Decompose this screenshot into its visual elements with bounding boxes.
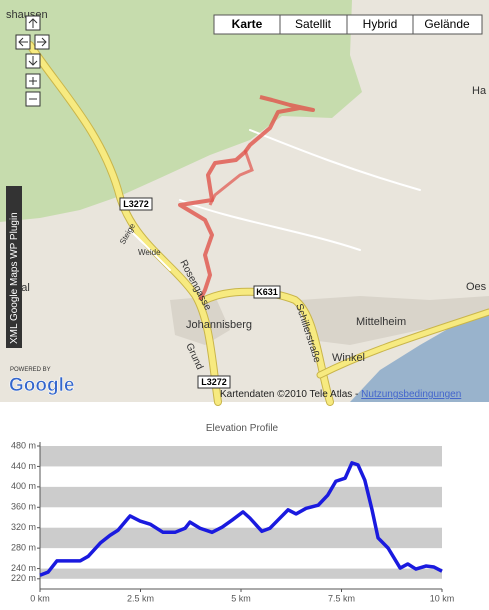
nav-controls [15,15,50,107]
map-type-button[interactable] [412,14,483,35]
roads [26,41,489,406]
x-tick-label: 5 km [231,593,251,603]
elevation-line [39,461,443,577]
map-type-label[interactable]: Hybrid [363,17,398,31]
plus-icon [29,77,37,85]
attribution: Kartendaten ©2010 Tele Atlas - Nutzungsb… [220,389,461,400]
arrow-icon [28,56,38,66]
place-label: Oes [466,281,487,293]
town-area [170,296,230,345]
y-tick-label: 360 m [11,502,36,512]
y-tick-label: 220 m [11,573,36,583]
logo-caption: POWERED BY [10,367,51,373]
map-type-label[interactable]: Gelände [424,17,470,31]
road-shield-label: L3272 [201,377,227,387]
x-tick-label: 10 km [430,593,455,603]
y-tick-label: 320 m [11,522,36,532]
grid-band [40,446,442,467]
arrow-icon [37,37,47,47]
map-type-label[interactable]: Satellit [295,17,332,31]
place-label: Ha [472,85,487,97]
plugin-label[interactable]: XML Google Maps WP Plugin [9,212,20,344]
plugin-strip [6,186,22,348]
road-shield: L3272 [119,197,153,211]
place-label: Johannisberg [186,319,252,331]
y-tick-label: 240 m [11,563,36,573]
place-label: Mittelheim [356,316,406,328]
y-tick-label: 280 m [11,543,36,553]
x-tick-label: 2.5 km [127,593,154,603]
map-type-label[interactable]: Karte [232,17,263,31]
place-label: Winkel [332,352,365,364]
y-tick-label: 480 m [11,440,36,450]
grid-band [40,568,442,579]
y-tick-label: 400 m [11,481,36,491]
town-area [300,296,489,345]
road-shield: L3272 [197,375,231,389]
logo[interactable]: Google [9,375,75,397]
chart-title: Elevation Profile [206,423,279,434]
route [178,95,315,301]
arrow-icon [18,37,28,47]
road-shield-label: L3272 [123,199,149,209]
x-tick-label: 0 km [30,593,50,603]
road-shield: K631 [253,285,281,299]
road-shield-label: K631 [256,287,278,297]
map[interactable]: shausen Ha Oes nthal Johannisberg Mittel… [0,0,489,406]
grid-band [40,486,442,508]
river [350,312,489,402]
x-tick-label: 7.5 km [328,593,355,603]
forest [0,0,362,222]
arrow-icon [28,18,38,28]
map-type-bar: Karte Satellit Hybrid Gelände [213,14,483,35]
attribution-text: Kartendaten ©2010 Tele Atlas - [220,389,361,400]
route [208,149,254,206]
terms-link[interactable]: Nutzungsbedingungen [361,389,461,400]
place-label: Weide [138,248,161,257]
grid-band [40,527,442,549]
y-tick-label: 440 m [11,461,36,471]
